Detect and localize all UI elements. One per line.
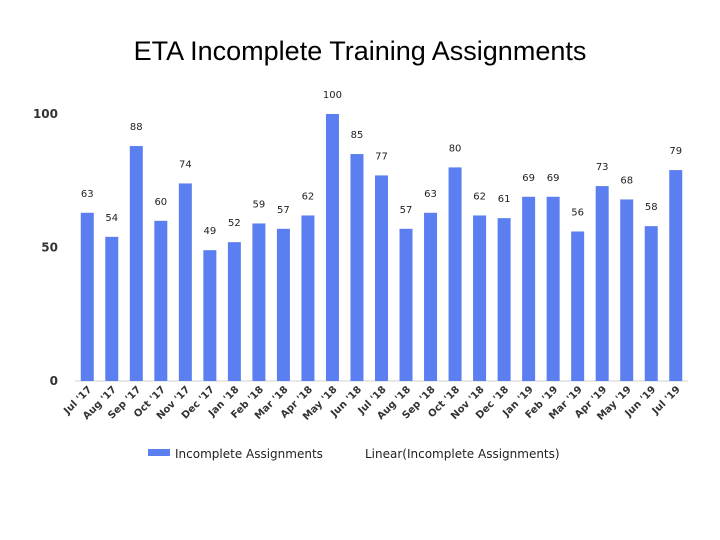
bar	[350, 154, 364, 381]
bar	[448, 167, 462, 381]
bar	[129, 146, 143, 381]
data-labels: 63 54 88 60 74 49 52 59 57 62 100 85 77 57 63 80 62 61 69 6…	[81, 90, 682, 237]
data-label: 56	[571, 207, 584, 218]
data-label: 62	[473, 191, 486, 202]
bar	[424, 212, 438, 381]
bar	[227, 242, 241, 381]
bar	[252, 223, 266, 381]
bar	[546, 196, 560, 381]
bar	[473, 215, 487, 381]
data-label: 63	[81, 189, 94, 200]
bars	[80, 114, 683, 381]
y-tick-label: 0	[50, 374, 58, 388]
chart-title: ETA Incomplete Training Assignments	[133, 36, 587, 66]
data-label: 61	[498, 194, 511, 205]
data-label: 85	[351, 130, 364, 141]
bar	[178, 183, 192, 381]
bar	[571, 231, 585, 381]
bar	[325, 114, 339, 381]
data-label: 58	[645, 202, 658, 213]
bar	[203, 250, 217, 381]
bar	[276, 228, 290, 381]
data-label: 69	[522, 173, 535, 184]
data-label: 79	[669, 146, 682, 157]
data-label: 77	[375, 151, 388, 162]
data-label: 63	[424, 189, 437, 200]
bar	[522, 196, 536, 381]
legend-label-linear-trend: Linear(Incomplete Assignments)	[365, 447, 560, 461]
legend: Incomplete Assignments Linear(Incomplete…	[148, 447, 560, 461]
data-label: 88	[130, 122, 143, 133]
data-label: 59	[253, 199, 266, 210]
bar	[399, 228, 413, 381]
data-label: 57	[277, 205, 290, 216]
bar	[105, 236, 119, 381]
y-tick-label: 50	[41, 241, 58, 255]
bar	[497, 218, 511, 381]
data-label: 100	[323, 90, 342, 101]
bar	[644, 226, 658, 381]
bar	[669, 170, 683, 381]
data-label: 54	[105, 213, 118, 224]
y-tick-label: 100	[33, 107, 58, 121]
data-label: 57	[400, 205, 413, 216]
y-axis-ticks: 0 50 100	[33, 107, 58, 388]
data-label: 69	[547, 173, 560, 184]
bar	[620, 199, 634, 381]
data-label: 73	[596, 162, 609, 173]
bar	[301, 215, 315, 381]
data-label: 52	[228, 218, 241, 229]
bar	[375, 175, 388, 381]
data-label: 74	[179, 159, 192, 170]
legend-label-incomplete-assignments: Incomplete Assignments	[175, 447, 323, 461]
data-label: 49	[203, 226, 216, 237]
bar	[154, 220, 168, 381]
data-label: 60	[154, 197, 167, 208]
bar	[595, 186, 609, 381]
data-label: 80	[449, 143, 462, 154]
data-label: 62	[302, 191, 315, 202]
data-label: 68	[620, 175, 633, 186]
bar	[80, 212, 94, 381]
legend-swatch	[148, 449, 170, 456]
